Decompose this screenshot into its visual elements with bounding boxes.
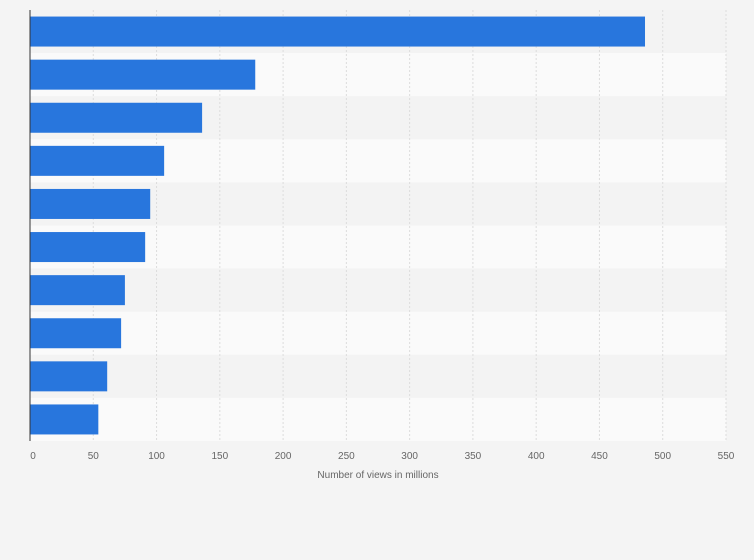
bar (30, 318, 122, 349)
x-axis-title: Number of views in millions (317, 470, 438, 481)
row-band (30, 311, 726, 355)
x-tick-label: 250 (338, 451, 355, 462)
bar (30, 188, 151, 219)
x-tick-label: 400 (528, 451, 545, 462)
x-tick-label: 100 (148, 451, 165, 462)
x-tick-label: 50 (88, 451, 100, 462)
x-tick-label: 0 (30, 451, 36, 462)
bar (30, 361, 108, 392)
bar (30, 102, 203, 133)
x-tick-label: 450 (591, 451, 608, 462)
x-tick-label: 550 (718, 451, 735, 462)
x-tick-label: 150 (211, 451, 228, 462)
row-band (30, 225, 726, 269)
x-tick-label: 350 (465, 451, 482, 462)
bar (30, 232, 146, 263)
x-tick-labels: 0 50 100 150 200 250 300 350 400 450 500 550 (30, 451, 735, 462)
bar (30, 275, 125, 306)
x-tick-label: 500 (654, 451, 671, 462)
row-band (30, 354, 726, 398)
x-tick-label: 300 (401, 451, 418, 462)
row-band (30, 268, 726, 312)
bar (30, 404, 99, 435)
bar (30, 59, 256, 90)
bar (30, 16, 646, 47)
row-band (30, 397, 726, 441)
bar (30, 145, 165, 176)
bars (30, 16, 646, 435)
x-tick-label: 200 (275, 451, 292, 462)
